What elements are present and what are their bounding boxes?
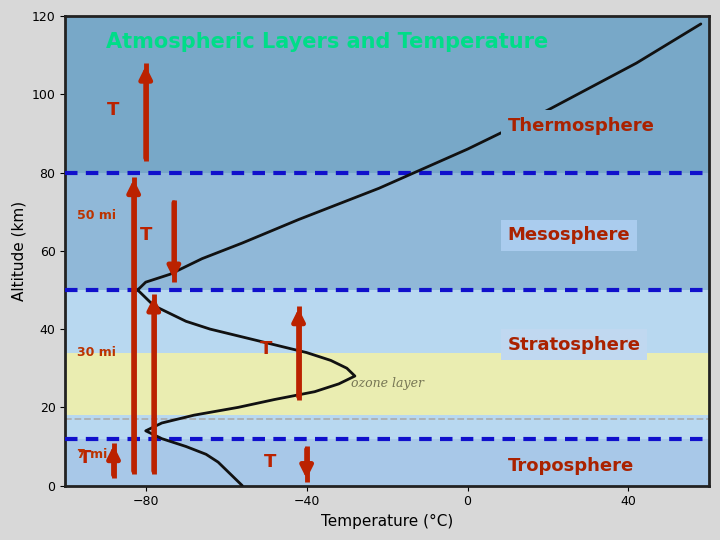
Text: T: T	[107, 101, 120, 119]
Text: ozone layer: ozone layer	[351, 377, 423, 390]
Text: Stratosphere: Stratosphere	[508, 336, 641, 354]
Text: 50 mi: 50 mi	[77, 209, 117, 222]
Text: 30 mi: 30 mi	[77, 346, 116, 359]
Text: T: T	[79, 449, 91, 467]
Y-axis label: Altitude (km): Altitude (km)	[11, 201, 26, 301]
X-axis label: Temperature (°C): Temperature (°C)	[321, 514, 453, 529]
Bar	[66, 173, 709, 290]
Bar	[66, 353, 709, 415]
Text: Mesosphere: Mesosphere	[508, 226, 631, 244]
Text: T: T	[260, 340, 273, 357]
Text: Thermosphere: Thermosphere	[508, 117, 654, 134]
Text: Troposphere: Troposphere	[508, 457, 634, 475]
Text: T: T	[264, 453, 276, 471]
Bar	[66, 16, 709, 173]
Bar	[66, 438, 709, 485]
Text: T: T	[140, 226, 152, 244]
Bar	[66, 290, 709, 438]
Text: Atmospheric Layers and Temperature: Atmospheric Layers and Temperature	[106, 32, 548, 52]
Text: 7 mi: 7 mi	[77, 448, 107, 461]
